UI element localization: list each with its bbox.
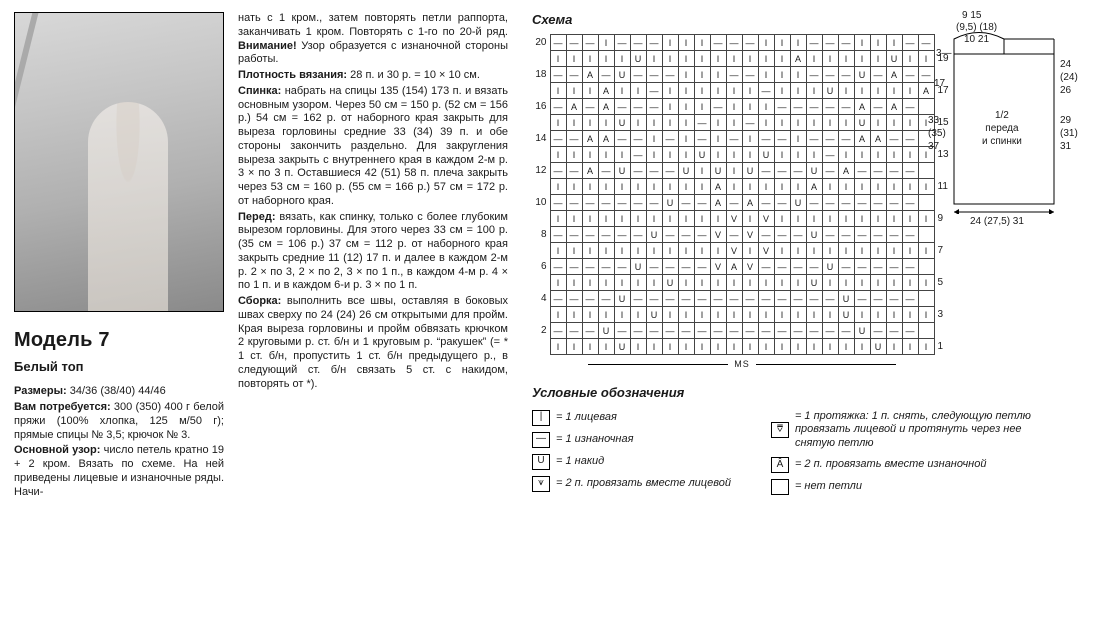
legend: |= 1 лицевая—= 1 изнаночнаяU= 1 накид⩛= …	[532, 410, 1086, 495]
legend-title: Условные обозначения	[532, 385, 1086, 401]
knitting-chart: 20———I———III———III———III——IIIIIUIIIIIIII…	[532, 34, 952, 371]
model-photo	[14, 12, 224, 312]
instructions-column: нать с 1 кром., затем повторять петли ра…	[238, 12, 508, 606]
model-title: Модель 7	[14, 328, 224, 353]
left-body: Размеры: 34/36 (38/40) 44/46 Вам потребу…	[14, 385, 224, 499]
model-subtitle: Белый топ	[14, 359, 224, 375]
garment-schematic: 9 15 (9,5) (18) 10 21 3— 17 33(35)37 1/2…	[924, 14, 1084, 249]
